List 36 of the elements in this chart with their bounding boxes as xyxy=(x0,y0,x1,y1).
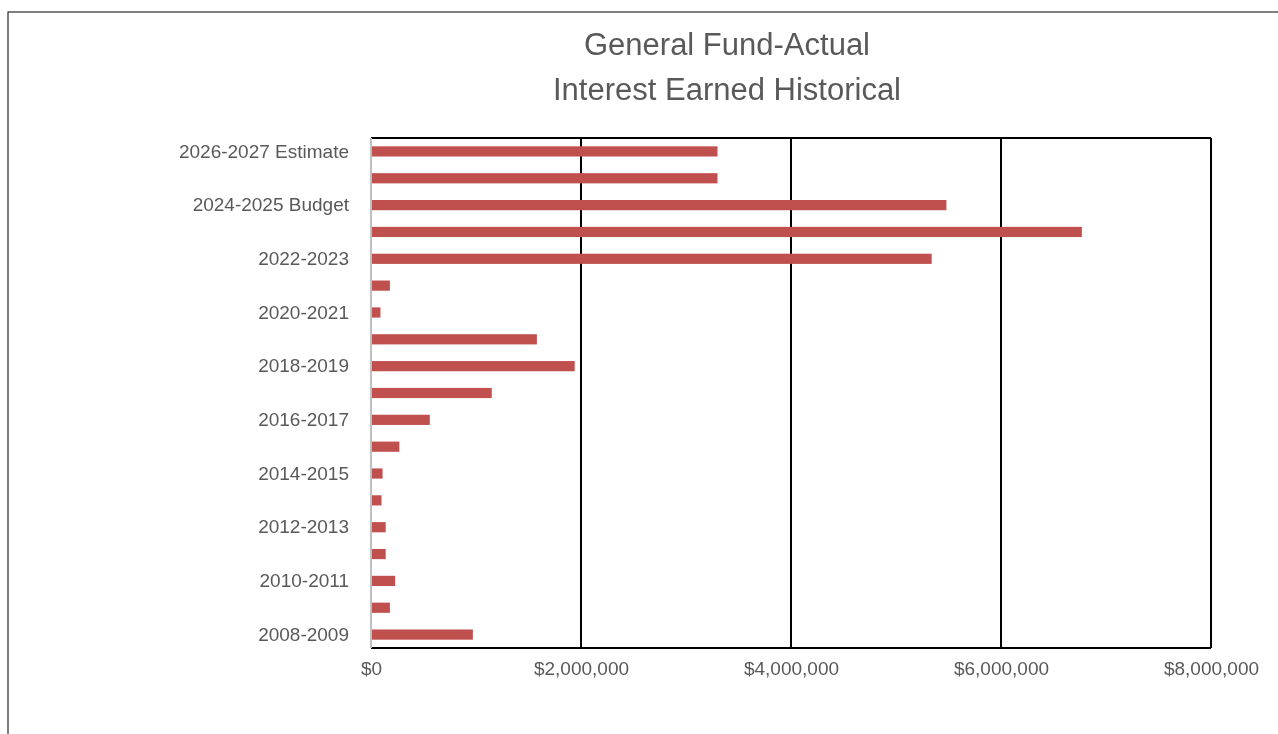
bar xyxy=(371,495,382,506)
bar xyxy=(371,146,718,157)
x-tick-label: $8,000,000 xyxy=(1163,658,1260,680)
bar xyxy=(371,226,1082,238)
bar xyxy=(371,253,932,264)
bar xyxy=(371,361,575,372)
bar xyxy=(371,468,383,479)
bar xyxy=(371,575,396,586)
chart-subtitle: Interest Earned Historical xyxy=(552,72,902,107)
bar xyxy=(371,173,718,184)
y-tick-label: 2020-2021 xyxy=(258,301,349,323)
x-tick-label: $4,000,000 xyxy=(743,658,840,680)
x-tick-label: $2,000,000 xyxy=(533,658,630,680)
y-tick-label: 2008-2009 xyxy=(258,623,349,645)
y-tick-label: 2022-2023 xyxy=(258,247,349,269)
y-tick-label: 2012-2013 xyxy=(258,516,349,538)
bar xyxy=(371,522,386,533)
y-tick-label: 2010-2011 xyxy=(259,569,349,591)
bar xyxy=(371,441,400,452)
x-tick-label: $6,000,000 xyxy=(953,658,1050,680)
y-tick-label: 2014-2015 xyxy=(258,462,349,484)
y-tick-label: 2018-2019 xyxy=(258,355,349,377)
y-tick-label: 2026-2027 Estimate xyxy=(178,140,349,162)
y-tick-label: 2016-2017 xyxy=(258,408,349,430)
bar xyxy=(371,548,386,560)
bar xyxy=(371,200,947,211)
bar xyxy=(371,629,473,640)
chart-title: General Fund-Actual xyxy=(583,27,871,62)
bar xyxy=(371,280,390,291)
x-tick-label: $0 xyxy=(360,658,383,680)
y-tick-label: 2024-2025 Budget xyxy=(192,194,350,216)
bar xyxy=(371,387,492,399)
bar xyxy=(371,334,537,345)
bar xyxy=(371,414,430,425)
bar xyxy=(371,307,381,318)
bar xyxy=(371,602,390,613)
